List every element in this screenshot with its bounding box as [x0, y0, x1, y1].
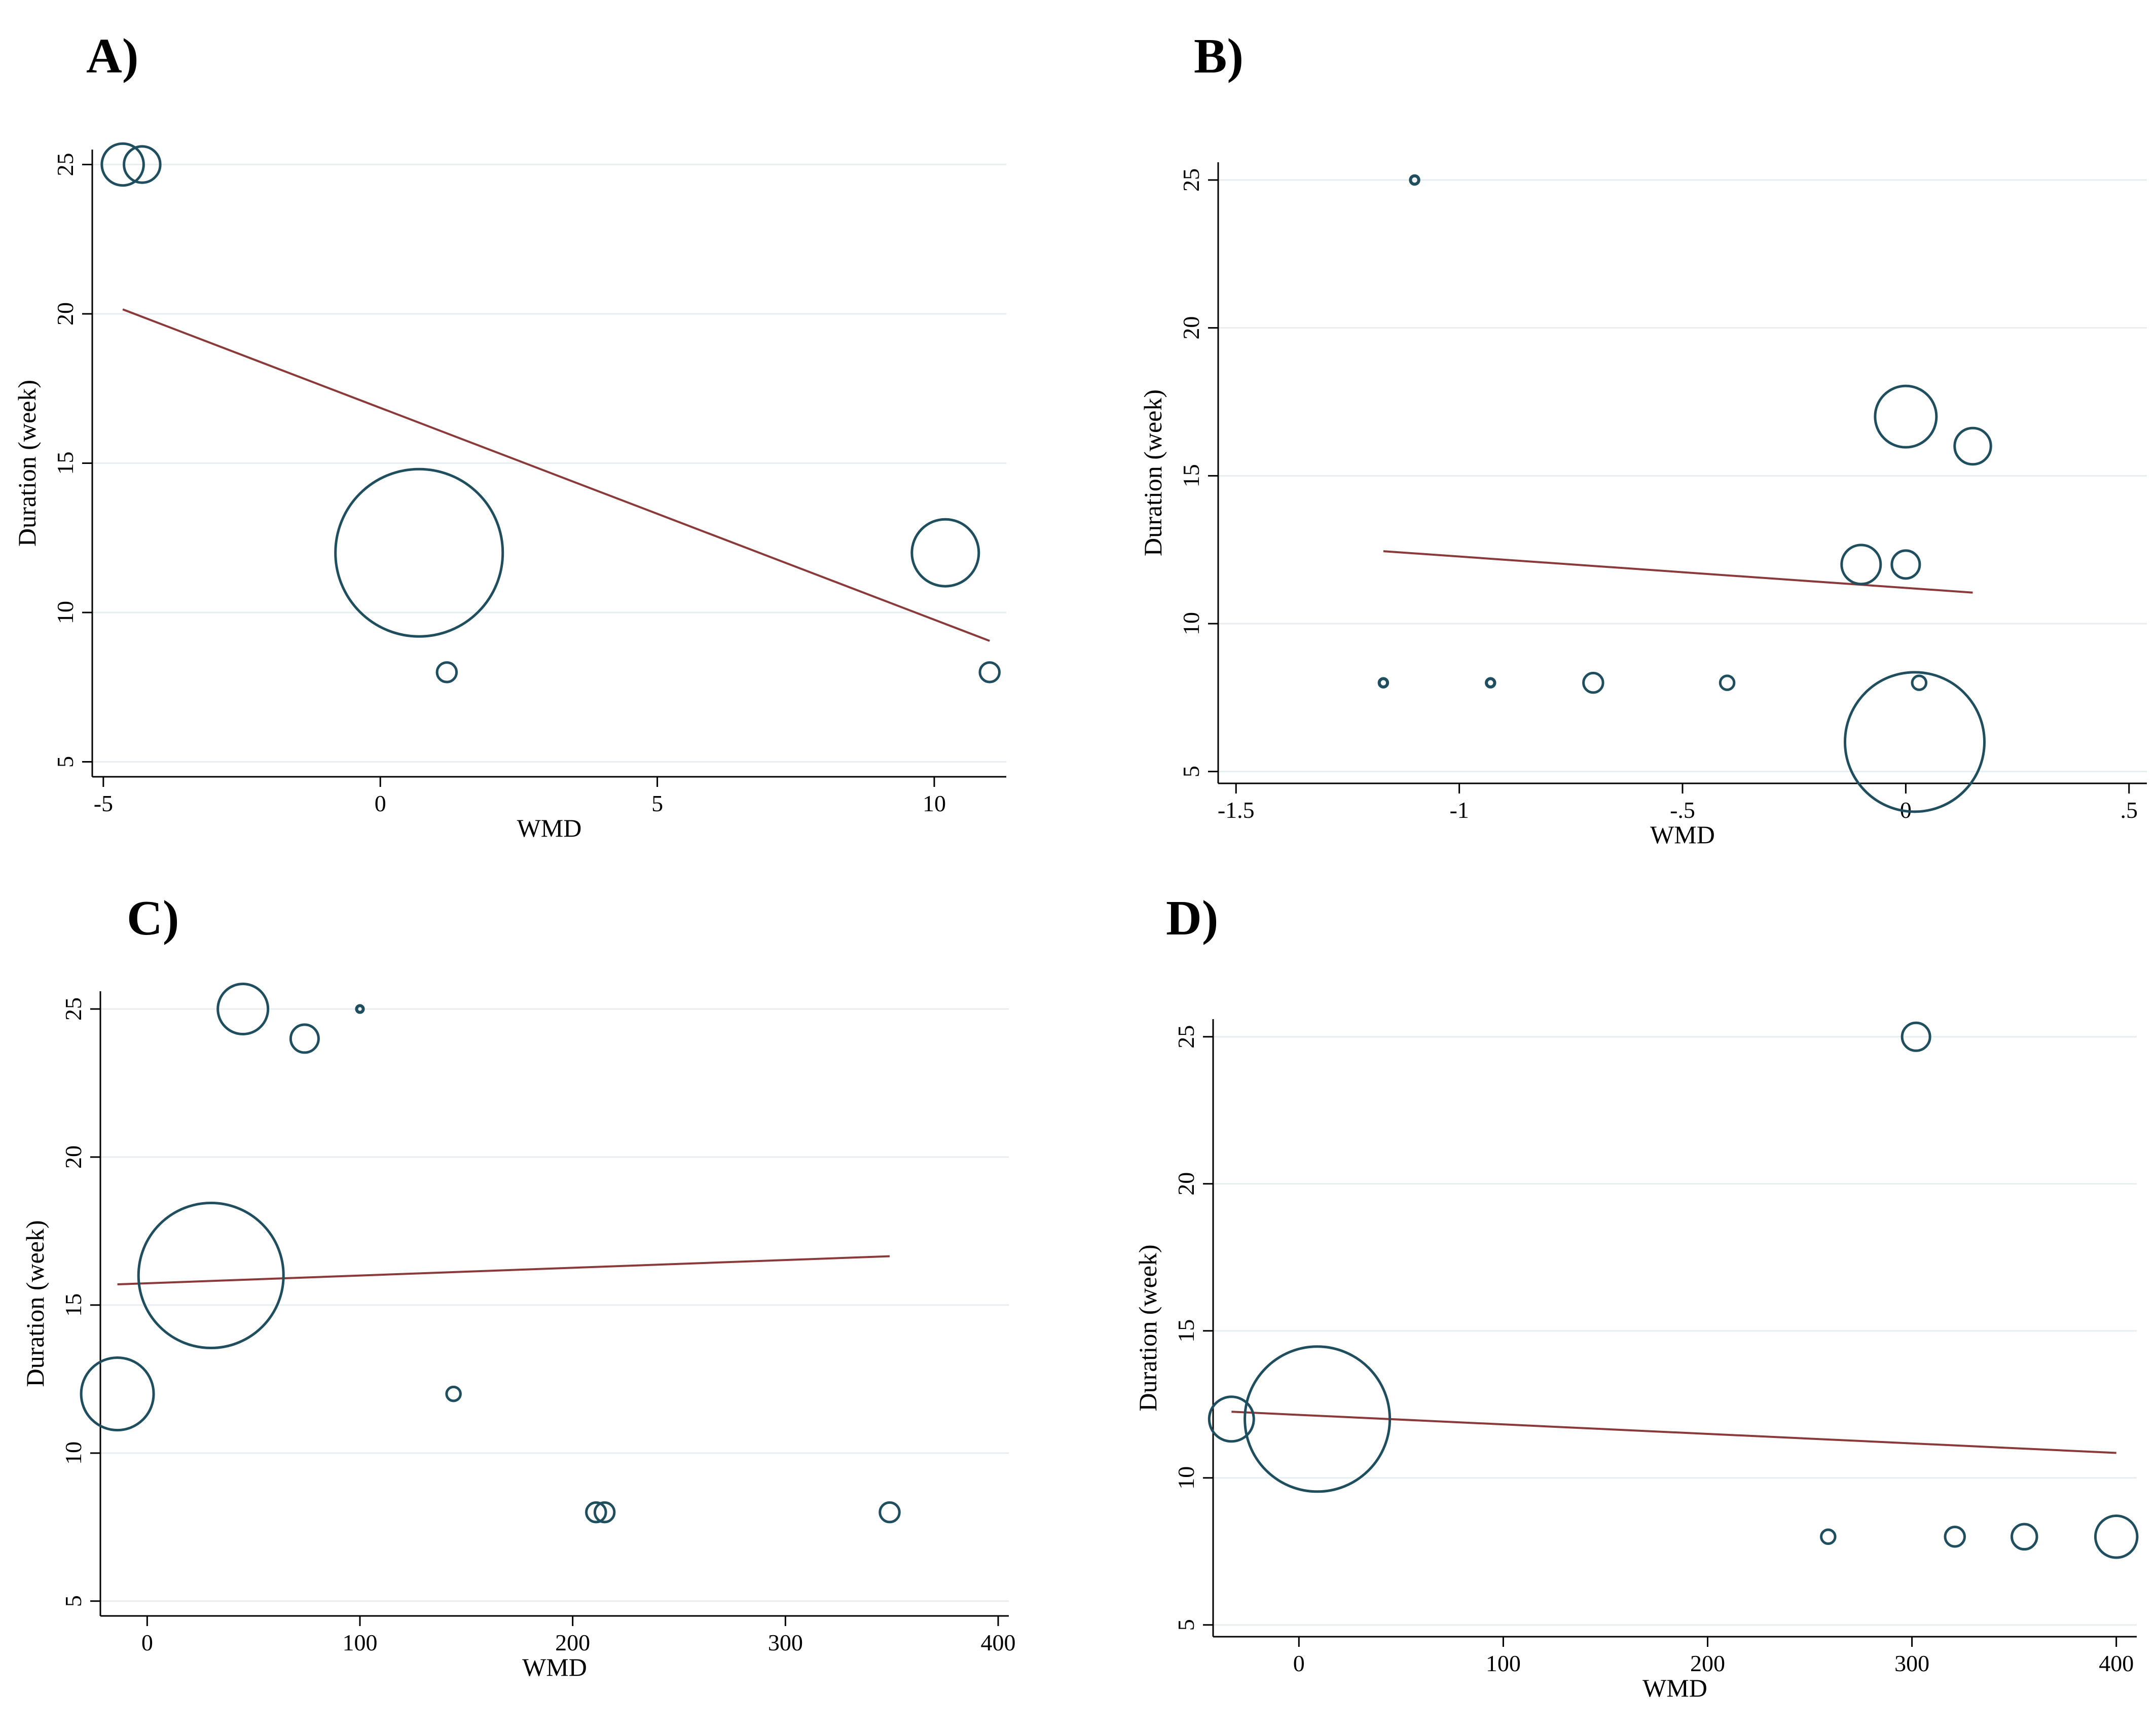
point-b-10: [1844, 671, 1986, 813]
point-a-0: [100, 142, 145, 187]
point-c-8: [879, 1501, 901, 1524]
x-tick-label-d-3: 300: [1894, 1650, 1929, 1676]
point-b-4: [1890, 549, 1921, 580]
point-c-0: [216, 983, 270, 1036]
point-c-1: [355, 1004, 365, 1014]
y-tick-label-a-1: 10: [52, 601, 78, 624]
point-a-5: [978, 661, 1001, 683]
point-d-2: [1244, 1345, 1392, 1493]
y-tick-label-b-4: 25: [1178, 168, 1204, 192]
point-b-2: [1953, 426, 1992, 466]
y-tick-label-a-3: 20: [52, 302, 78, 326]
point-a-3: [435, 661, 458, 683]
y-tick-label-a-2: 15: [52, 452, 78, 475]
point-c-3: [137, 1202, 285, 1350]
y-tick-label-d-0: 5: [1173, 1619, 1199, 1631]
y-axis-title-a: Duration (week): [13, 380, 41, 547]
x-tick-label-c-2: 200: [555, 1630, 590, 1655]
point-d-1: [1208, 1395, 1255, 1443]
x-tick-label-d-1: 100: [1486, 1650, 1521, 1676]
y-tick-label-c-1: 10: [60, 1441, 86, 1465]
point-d-4: [1944, 1526, 1966, 1548]
y-tick-label-b-0: 5: [1178, 766, 1204, 777]
point-d-3: [1820, 1528, 1837, 1545]
y-axis-title-d: Duration (week): [1134, 1244, 1162, 1411]
point-c-7: [593, 1501, 616, 1524]
point-b-9: [1911, 674, 1928, 691]
y-tick-label-c-0: 5: [60, 1595, 86, 1607]
fit-line-b: [1383, 550, 1973, 594]
panel-label-a: A): [86, 29, 139, 84]
x-tick-label-a-1: 0: [375, 790, 386, 816]
x-tick-label-c-1: 100: [343, 1630, 378, 1655]
panel-label-c: C): [127, 891, 179, 946]
y-tick-label-d-1: 10: [1173, 1466, 1199, 1490]
x-tick-label-b-4: .5: [2121, 797, 2138, 823]
panel-c: 0 100 200 300 400 5 10 15 20 25 WMD Duration (week): [21, 983, 1016, 1681]
point-b-7: [1582, 671, 1604, 694]
y-axis-title-c: Duration (week): [21, 1220, 49, 1387]
y-tick-label-b-3: 20: [1178, 316, 1204, 340]
x-tick-label-a-0: -5: [94, 790, 113, 816]
y-tick-label-c-4: 25: [60, 997, 86, 1021]
x-tick-label-a-3: 10: [923, 790, 946, 816]
y-tick-label-a-4: 25: [52, 153, 78, 176]
point-c-5: [445, 1385, 462, 1402]
panel-label-d: D): [1166, 891, 1219, 946]
point-d-0: [1901, 1021, 1931, 1052]
fit-line-d: [1231, 1411, 2116, 1454]
x-tick-label-c-3: 300: [768, 1630, 803, 1655]
x-axis-title-d: WMD: [1642, 1674, 1707, 1702]
x-tick-label-c-0: 0: [141, 1630, 153, 1655]
x-tick-label-d-4: 400: [2099, 1650, 2134, 1676]
fit-line-a: [122, 308, 990, 642]
x-tick-label-d-2: 200: [1690, 1650, 1725, 1676]
panel-label-b: B): [1194, 29, 1244, 84]
x-tick-label-d-0: 0: [1293, 1650, 1305, 1676]
point-a-4: [910, 518, 980, 588]
point-c-6: [585, 1501, 607, 1524]
y-tick-label-b-2: 15: [1178, 464, 1204, 487]
y-tick-label-c-3: 20: [60, 1145, 86, 1169]
point-b-1: [1874, 384, 1938, 449]
x-tick-label-a-2: 5: [651, 790, 663, 816]
point-a-1: [123, 145, 162, 184]
x-tick-label-b-0: -1.5: [1218, 797, 1255, 823]
point-d-6: [2094, 1515, 2139, 1559]
panel-a: -5 0 5 10 5 10 15 20 25 WMD Duration (week): [13, 142, 1006, 842]
y-tick-label-d-4: 25: [1173, 1025, 1199, 1049]
point-b-5: [1377, 677, 1390, 689]
point-b-8: [1719, 674, 1736, 691]
point-c-2: [289, 1023, 320, 1054]
y-tick-label-c-2: 15: [60, 1293, 86, 1317]
x-tick-label-b-1: -1: [1449, 797, 1469, 823]
x-axis-title-c: WMD: [522, 1653, 587, 1681]
panel-d: 0 100 200 300 400 5 10 15 20 25 WMD Duration (week): [1134, 1019, 2139, 1702]
point-b-6: [1485, 677, 1496, 689]
point-d-5: [2011, 1523, 2038, 1551]
y-tick-label-d-3: 20: [1173, 1172, 1199, 1196]
point-b-3: [1840, 544, 1882, 586]
fit-line-c: [117, 1255, 890, 1286]
point-a-2: [334, 467, 504, 638]
x-tick-label-c-4: 400: [981, 1630, 1016, 1655]
x-axis-title-b: WMD: [1650, 820, 1715, 849]
y-tick-label-d-2: 15: [1173, 1319, 1199, 1343]
y-tick-label-b-1: 10: [1178, 612, 1204, 635]
x-tick-label-b-2: -.5: [1670, 797, 1695, 823]
point-b-0: [1409, 174, 1420, 186]
y-tick-label-a-0: 5: [52, 756, 78, 768]
y-axis-title-b: Duration (week): [1139, 389, 1167, 556]
point-c-4: [80, 1356, 155, 1432]
x-axis-title-a: WMD: [517, 814, 582, 842]
